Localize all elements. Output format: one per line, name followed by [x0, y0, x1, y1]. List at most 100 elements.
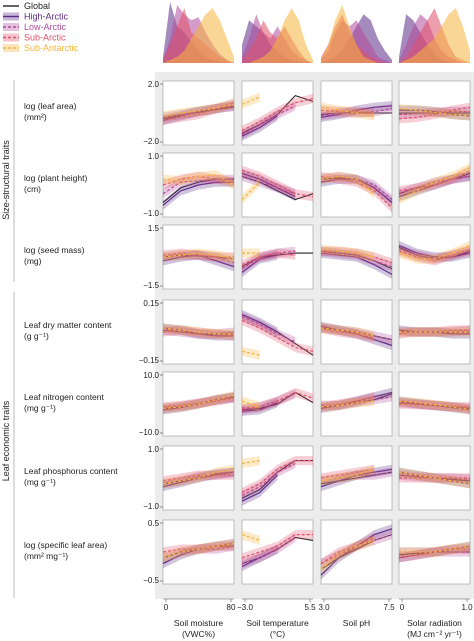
x-tick-min: −3.0: [237, 603, 253, 612]
row-label-unit: (mg g⁻¹): [24, 403, 56, 413]
panel: [160, 445, 235, 511]
confidence-band: [321, 104, 392, 121]
panel: [241, 371, 314, 437]
panel: [320, 152, 393, 218]
density-area: [399, 8, 470, 64]
confidence-band: [163, 538, 234, 563]
series-line: [320, 106, 375, 117]
x-tick-max: 1.0: [461, 603, 473, 612]
panel: [160, 371, 235, 437]
series-line: [398, 244, 471, 260]
y-tick-min: −1.0: [143, 209, 159, 218]
series-line: [398, 471, 471, 485]
series-line: [241, 115, 278, 137]
x-axis-label-unit: (°C): [270, 629, 285, 639]
panel: [320, 224, 393, 290]
series-line: [241, 391, 314, 409]
x-tick-min: 3.0: [318, 603, 330, 612]
confidence-band: [399, 544, 470, 563]
confidence-band: [163, 170, 234, 190]
confidence-band: [321, 464, 392, 492]
legend-item: Sub-Antarctic: [3, 43, 79, 53]
series-line: [162, 542, 235, 559]
confidence-band: [242, 93, 313, 135]
series-line: [162, 397, 235, 408]
row-label-unit: (mm²): [24, 112, 47, 122]
y-tick-max: 1.0: [148, 152, 160, 161]
confidence-band: [242, 456, 260, 469]
group-label-size-structural: Size-structural traits: [1, 140, 11, 220]
confidence-band: [321, 323, 375, 341]
confidence-band: [242, 530, 260, 545]
confidence-band: [321, 244, 375, 262]
series-line: [162, 105, 235, 118]
series-line: [398, 106, 471, 120]
panel: [241, 152, 314, 218]
series-line: [241, 460, 313, 494]
y-tick-max: 0.5: [148, 519, 160, 528]
series-line: [241, 534, 260, 541]
series-line: [320, 536, 375, 565]
series-line: [162, 394, 235, 409]
series-line: [241, 96, 261, 105]
y-tick-max: 10.0: [143, 371, 159, 380]
confidence-band: [321, 171, 392, 205]
series-line: [320, 175, 375, 195]
row-label: log (seed mass): [24, 245, 85, 255]
confidence-band: [242, 248, 260, 258]
series-line: [320, 248, 375, 258]
x-axis-label: Soil pH: [343, 618, 370, 628]
series-line: [398, 169, 471, 192]
confidence-band: [242, 92, 260, 109]
x-axis: [321, 598, 392, 602]
confidence-band: [163, 98, 234, 125]
confidence-band: [242, 310, 278, 337]
confidence-band: [399, 240, 470, 264]
confidence-band: [242, 315, 313, 356]
legend-item: Low-Arctic: [3, 22, 67, 32]
series-line: [320, 534, 393, 570]
series-line: [241, 172, 296, 198]
y-tick-min: −1.0: [143, 502, 159, 511]
y-tick-min: −0.15: [139, 356, 160, 365]
row-label-unit: (g g⁻¹): [24, 331, 49, 341]
density-area: [242, 8, 313, 64]
panel: [398, 152, 471, 218]
confidence-band: [242, 111, 278, 141]
x-tick-max: 5.5: [304, 603, 316, 612]
y-tick-min: −2.0: [143, 137, 159, 146]
confidence-band: [399, 105, 470, 121]
density-area: [321, 5, 392, 64]
confidence-band: [399, 102, 470, 124]
confidence-band: [321, 248, 392, 279]
y-tick-max: 1.5: [148, 224, 160, 233]
confidence-band: [242, 456, 313, 498]
panel: [398, 80, 471, 146]
panel-frame: [162, 519, 235, 585]
x-axis-label-unit: (VWC%): [182, 629, 215, 639]
series-line: [162, 252, 234, 258]
confidence-band: [321, 387, 392, 413]
confidence-band: [321, 171, 392, 213]
panel-frame: [241, 445, 314, 511]
series-line: [241, 181, 261, 200]
panel: [160, 152, 235, 218]
series-line: [320, 250, 393, 268]
series-line: [398, 403, 471, 408]
panel: [398, 371, 471, 437]
confidence-band: [242, 165, 313, 202]
series-line: [241, 391, 314, 411]
panel: [320, 80, 393, 146]
confidence-band: [242, 171, 296, 199]
density-area: [163, 8, 234, 64]
row-label-unit: (cm): [24, 184, 41, 194]
series-line: [398, 248, 471, 262]
x-axis-label: Soil moisture: [174, 618, 223, 628]
confidence-band: [399, 163, 470, 205]
x-tick-min: 0: [164, 603, 169, 612]
y-tick-min: −0.5: [143, 576, 159, 585]
x-axis-label: Soil temperature: [246, 618, 309, 628]
series-line: [320, 468, 375, 479]
series-line: [241, 254, 278, 273]
x-axis-label: Solar radiation: [407, 618, 462, 628]
